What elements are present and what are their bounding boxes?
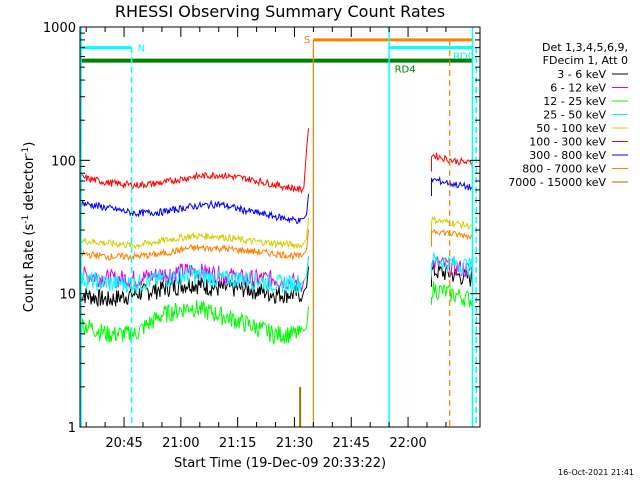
series-4	[79, 215, 473, 250]
plot-frame	[79, 26, 481, 428]
x-tick-label: 22:00	[389, 436, 426, 451]
legend-header-2: FDecim 1, Att 0	[543, 54, 628, 67]
series-line-after-gap	[431, 252, 473, 278]
legend-header-1: Det 1,3,4,5,6,9,	[542, 41, 628, 54]
footer-timestamp: 16-Oct-2021 21:41	[558, 468, 634, 477]
y-axis-label-a: Count Rate (s	[22, 224, 37, 313]
y-axis-label-c: )	[22, 142, 37, 147]
data-layer	[79, 128, 473, 427]
series-line-after-gap	[431, 255, 473, 280]
bar-label-n: N	[138, 44, 145, 55]
legend-label: 100 - 300 keV	[529, 136, 606, 149]
legend-label: 7000 - 15000 keV	[508, 176, 606, 189]
series-3	[79, 252, 473, 294]
y-axis-label: Count Rate (s-1 detector-1)	[21, 142, 37, 313]
series-line-before-gap	[79, 255, 309, 294]
bar-label-rd4: RD4	[395, 65, 416, 76]
series-line-before-gap	[79, 266, 309, 307]
series-line-after-gap	[431, 175, 473, 196]
y-axis-label-sup2: -1	[21, 147, 31, 156]
legend-label: 25 - 50 keV	[543, 109, 606, 122]
x-tick-label: 21:30	[276, 436, 313, 451]
series-line-before-gap	[79, 193, 309, 225]
legend-label: 800 - 7000 keV	[522, 163, 606, 176]
legend-label: 300 - 800 keV	[529, 149, 606, 162]
series-7	[79, 228, 473, 262]
series-6	[79, 175, 473, 225]
y-tick-label: 1	[68, 421, 76, 436]
series-line-after-gap	[431, 281, 473, 308]
series-line-before-gap	[79, 128, 309, 195]
chart-title: RHESSI Observing Summary Count Rates	[115, 2, 445, 21]
legend-label: 50 - 100 keV	[536, 122, 606, 135]
bar-label-rd0: RD0	[453, 52, 474, 63]
series-line-before-gap	[79, 218, 309, 250]
legend: Det 1,3,4,5,6,9, FDecim 1, Att 0 3 - 6 k…	[508, 41, 628, 189]
series-line-after-gap	[431, 228, 473, 247]
obs-bars: N S RD0 RD4	[80, 27, 477, 427]
series-line-before-gap	[79, 300, 309, 346]
x-axis-label: Start Time (19-Dec-09 20:33:22)	[174, 456, 386, 471]
bar-label-s: S	[304, 35, 310, 46]
x-tick-label: 21:00	[162, 436, 199, 451]
series-line-after-gap	[431, 152, 473, 172]
y-tick-label: 10	[59, 288, 76, 303]
legend-label: 6 - 12 keV	[550, 82, 606, 95]
y-tick-label: 1000	[43, 21, 76, 36]
series-5	[79, 128, 473, 195]
y-axis-label-sup1: -1	[21, 215, 31, 224]
x-tick-label: 21:45	[333, 436, 370, 451]
series-2	[79, 281, 473, 346]
axes: 1 10 100 1000 20:45 21:00 21:15 21:30 21:45 22:00	[43, 21, 480, 451]
x-tick-label: 20:45	[105, 436, 142, 451]
y-axis-label-b: detector	[22, 155, 37, 215]
x-tick-label: 21:15	[219, 436, 256, 451]
legend-label: 3 - 6 keV	[557, 68, 606, 81]
legend-label: 12 - 25 keV	[543, 95, 606, 108]
series-line-after-gap	[431, 215, 473, 237]
series-line-before-gap	[79, 229, 309, 262]
y-tick-label: 100	[51, 154, 76, 169]
